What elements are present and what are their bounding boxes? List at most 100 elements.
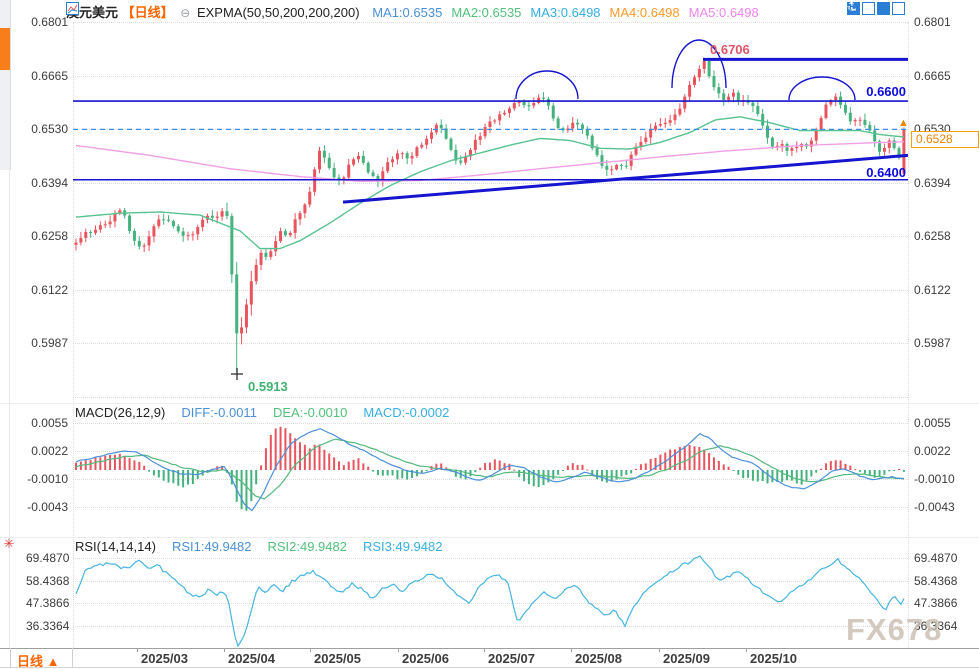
- y-axis-label: 58.4368: [914, 573, 958, 588]
- period-selector-button[interactable]: 日线 ▲: [17, 654, 60, 669]
- export-icon[interactable]: [847, 2, 905, 15]
- price-up-arrow-icon: ▲: [898, 117, 909, 129]
- month-label: 2025/09: [663, 651, 710, 666]
- ma-value: MA3:0.6498: [530, 5, 601, 20]
- live-indicator-icon: ✳: [3, 536, 15, 551]
- y-axis-label: 69.4870: [914, 551, 958, 565]
- y-axis-label: 0.0022: [31, 444, 68, 458]
- y-axis-label: -0.0043: [914, 500, 955, 514]
- y-axis-label: 47.3866: [914, 596, 958, 610]
- month-tick: [746, 648, 747, 652]
- rsi-header: RSI(14,14,14) RSI1:49.9482 RSI2:49.9482 RSI…: [75, 539, 458, 554]
- month-tick: [137, 648, 138, 652]
- indicator-value: RSI3:49.9482: [362, 539, 443, 554]
- panel-divider: [0, 537, 979, 538]
- watermark: FX678: [846, 612, 943, 647]
- last-price-tag: 0.6528: [911, 131, 979, 148]
- axis-separator: [10, 648, 11, 668]
- chart-header: 澳元美元 【日线】 ⊖ EXPMA(50,50,200,200,200) MA1…: [66, 2, 759, 20]
- gridline: [73, 507, 908, 508]
- chart-toolbar: [847, 2, 905, 16]
- gridline: [73, 289, 908, 291]
- indicator-value: DIFF:-0.0011: [181, 405, 257, 420]
- month-label: 2025/05: [314, 651, 361, 666]
- collapse-icon[interactable]: ⊖: [180, 6, 191, 20]
- indicator-icon: [66, 2, 79, 15]
- left-rail: [0, 0, 11, 170]
- month-label: 2025/03: [141, 651, 188, 666]
- y-axis-label: 0.0055: [31, 416, 68, 430]
- svg-text:0.5913: 0.5913: [248, 379, 288, 394]
- plot-right-frame: [908, 22, 909, 648]
- left-rail-border: [9, 170, 10, 648]
- y-axis-label: 0.6801: [31, 15, 68, 29]
- svg-text:0.6400: 0.6400: [866, 165, 906, 180]
- y-axis-label: 0.6665: [31, 68, 68, 83]
- gridline: [73, 343, 908, 344]
- y-axis-label: -0.0010: [27, 472, 68, 486]
- gridline: [73, 558, 908, 559]
- month-label: 2025/06: [402, 651, 449, 666]
- y-axis-label: 0.6258: [31, 229, 68, 243]
- y-axis-label: 0.6665: [914, 68, 951, 83]
- ma-value: MA5:0.6498: [688, 5, 759, 20]
- y-axis-label: 0.6394: [31, 175, 68, 190]
- gridline: [73, 479, 908, 480]
- axis-separator: [72, 648, 73, 668]
- gridline: [73, 580, 908, 582]
- gridline: [73, 396, 908, 398]
- gridline: [73, 22, 908, 23]
- ma-values: MA1:0.6535 MA2:0.6535 MA3:0.6498 MA4:0.6498…: [363, 5, 759, 20]
- y-axis-label: 36.3364: [914, 618, 958, 633]
- rsi-name: RSI(14,14,14): [75, 539, 156, 554]
- y-axis-label: 0.6394: [914, 175, 951, 190]
- month-tick: [310, 648, 311, 652]
- indicator-value: RSI1:49.9482: [171, 539, 252, 554]
- month-tick: [484, 648, 485, 652]
- y-axis-label: -0.0010: [914, 472, 955, 486]
- month-label: 2025/07: [488, 651, 535, 666]
- chevron-up-icon: ▲: [46, 654, 60, 669]
- y-axis-label: 69.4870: [26, 551, 70, 565]
- symbol-name: 澳元美元: [66, 5, 119, 20]
- y-axis-label: 0.6122: [914, 282, 951, 297]
- gridline: [73, 236, 908, 237]
- indicator-value: RSI2:49.9482: [267, 539, 347, 554]
- month-label: 2025/08: [575, 651, 622, 666]
- ma-value: MA1:0.6535: [372, 5, 443, 20]
- gridline: [73, 75, 908, 77]
- plot-left-frame: [73, 22, 74, 648]
- x-axis-line: [0, 648, 979, 649]
- y-axis-label: 0.6122: [31, 282, 68, 297]
- indicator-name: EXPMA(50,50,200,200,200): [196, 5, 360, 20]
- month-tick: [571, 648, 572, 652]
- svg-text:0.6706: 0.6706: [710, 42, 750, 57]
- y-axis-label: 0.5987: [31, 336, 68, 350]
- gridline: [73, 451, 908, 452]
- gridline: [73, 603, 908, 604]
- period-label: 【日线】: [121, 5, 174, 20]
- sidebar-toggle-tab[interactable]: [0, 28, 10, 70]
- y-axis-label: 36.3364: [26, 618, 70, 633]
- y-axis-label: 0.0022: [914, 444, 951, 458]
- svg-text:0.6600: 0.6600: [866, 84, 906, 99]
- month-tick: [398, 648, 399, 652]
- y-axis-label: 58.4368: [26, 573, 70, 588]
- y-axis-label: 0.6801: [914, 15, 951, 29]
- macd-header: MACD(26,12,9) DIFF:-0.0011 DEA:-0.0010 MACD…: [75, 405, 465, 420]
- y-axis-label: 0.5987: [914, 336, 951, 350]
- gridline: [73, 182, 908, 184]
- ma-value: MA4:0.6498: [609, 5, 680, 20]
- y-axis-label: 0.6258: [914, 229, 951, 243]
- month-tick: [659, 648, 660, 652]
- y-axis-label: 0.0055: [914, 416, 951, 430]
- month-tick: [224, 648, 225, 652]
- panel-divider: [0, 403, 979, 404]
- gridline: [73, 423, 908, 424]
- ma-value: MA2:0.6535: [451, 5, 522, 20]
- bottom-border: [0, 667, 979, 668]
- month-label: 2025/04: [228, 651, 275, 666]
- indicator-value: DEA:-0.0010: [272, 405, 348, 420]
